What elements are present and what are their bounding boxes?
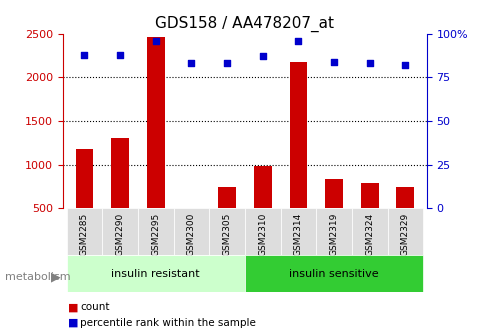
Bar	[316, 208, 351, 255]
Bar	[111, 137, 129, 252]
Text: ■: ■	[68, 318, 78, 328]
Text: GSM2314: GSM2314	[293, 213, 302, 256]
Text: GSM2319: GSM2319	[329, 213, 338, 256]
Point	[223, 60, 230, 66]
Text: GSM2300: GSM2300	[186, 213, 196, 256]
Bar	[244, 255, 423, 292]
Bar	[147, 37, 165, 252]
Text: metabolism: metabolism	[5, 272, 70, 282]
Point	[330, 59, 337, 64]
Bar	[280, 208, 316, 255]
Text: GSM2290: GSM2290	[115, 213, 124, 256]
Title: GDS158 / AA478207_at: GDS158 / AA478207_at	[155, 16, 334, 32]
Bar	[102, 208, 137, 255]
Bar	[351, 208, 387, 255]
Text: ▶: ▶	[50, 271, 60, 284]
Text: count: count	[80, 302, 109, 312]
Point	[401, 62, 408, 68]
Text: GSM2285: GSM2285	[80, 213, 89, 256]
Text: insulin resistant: insulin resistant	[111, 269, 200, 279]
Text: GSM2310: GSM2310	[257, 213, 267, 256]
Point	[258, 54, 266, 59]
Bar	[244, 208, 280, 255]
Point	[116, 52, 124, 57]
Bar	[395, 187, 413, 252]
Point	[151, 38, 159, 43]
Text: ■: ■	[68, 302, 78, 312]
Bar	[76, 149, 93, 252]
Bar	[218, 187, 236, 252]
Bar	[209, 208, 244, 255]
Bar	[360, 183, 378, 252]
Bar	[182, 213, 200, 252]
Point	[294, 38, 302, 43]
Bar	[173, 208, 209, 255]
Bar	[253, 166, 271, 252]
Point	[80, 52, 88, 57]
Text: GSM2329: GSM2329	[400, 213, 409, 256]
Bar	[137, 208, 173, 255]
Bar	[66, 208, 102, 255]
Bar	[387, 208, 423, 255]
Bar	[324, 179, 342, 252]
Text: insulin sensitive: insulin sensitive	[288, 269, 378, 279]
Bar	[66, 255, 244, 292]
Text: percentile rank within the sample: percentile rank within the sample	[80, 318, 256, 328]
Point	[187, 60, 195, 66]
Text: GSM2295: GSM2295	[151, 213, 160, 256]
Text: GSM2305: GSM2305	[222, 213, 231, 256]
Text: GSM2324: GSM2324	[364, 213, 374, 256]
Point	[365, 60, 373, 66]
Bar	[289, 62, 307, 252]
